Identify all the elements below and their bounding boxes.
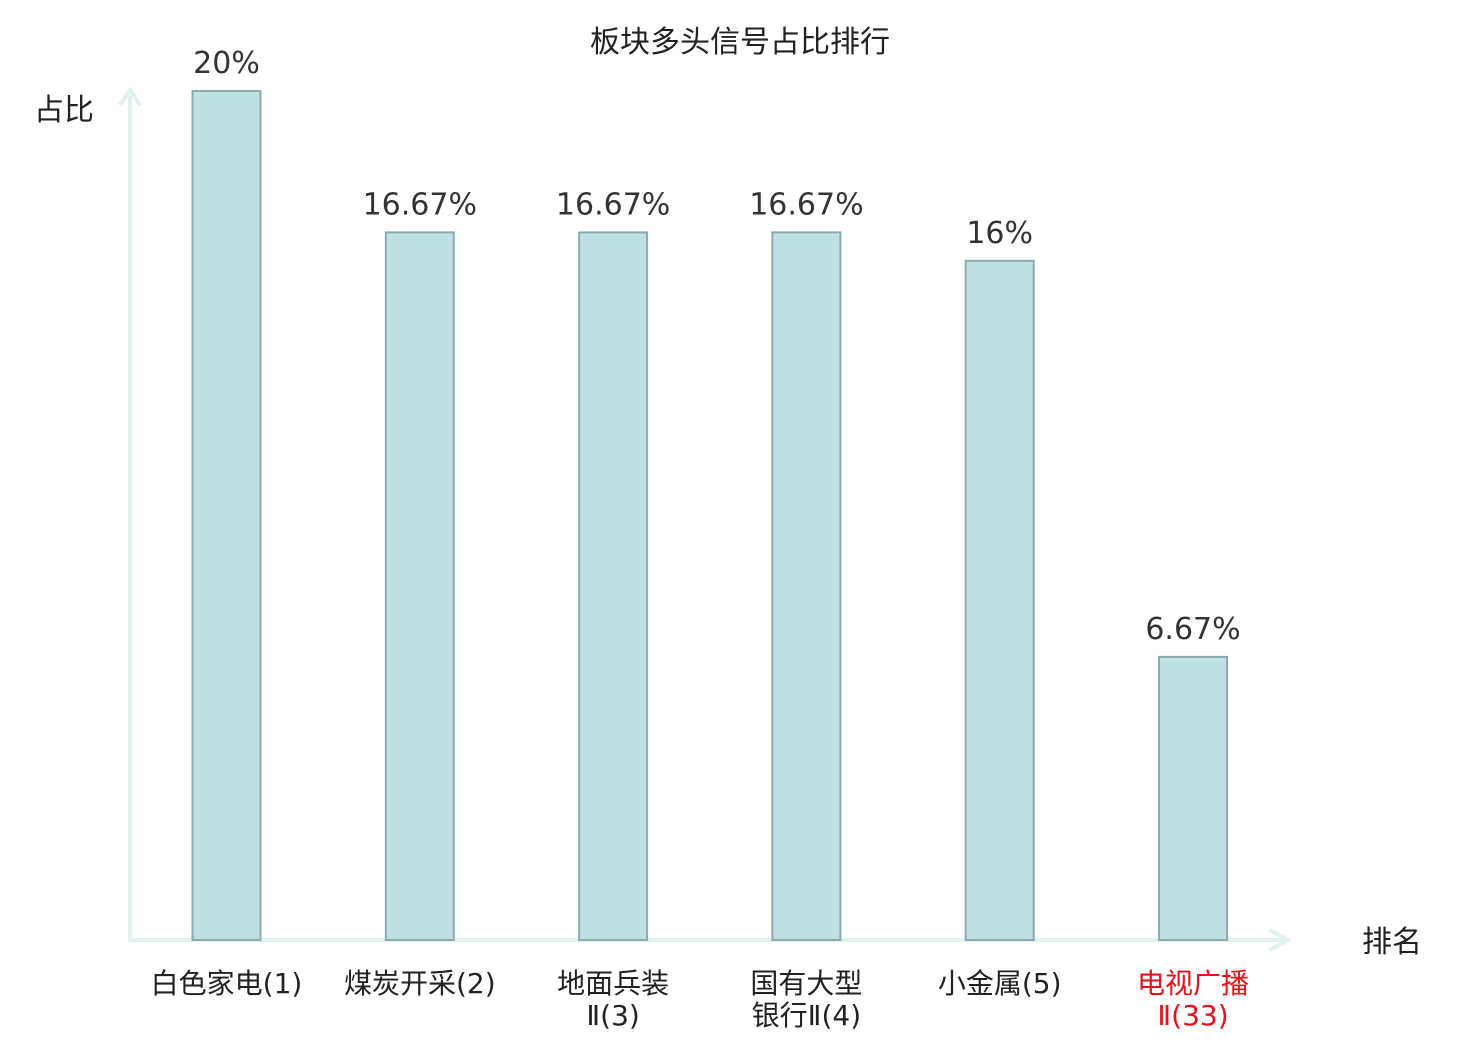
value-label-5: 16% xyxy=(966,216,1033,251)
axes xyxy=(118,86,1293,952)
bar-6 xyxy=(1158,655,1228,942)
x-tick-label-6-line-1: 电视广播 xyxy=(1137,967,1249,1000)
bar-4 xyxy=(771,231,842,941)
value-label-4: 16.67% xyxy=(749,187,863,222)
value-label-3: 16.67% xyxy=(556,187,670,222)
bar-2 xyxy=(384,231,455,941)
x-tick-label-5: 小金属(5) xyxy=(938,967,1062,1000)
value-labels-group: 20% 16.67% 16.67% 16.67% 16% 6.67% xyxy=(193,46,1241,647)
value-label-1: 20% xyxy=(193,46,260,81)
x-tick-label-3-line-1: 地面兵装 xyxy=(557,967,669,1000)
chart-title: 板块多头信号占比排行 xyxy=(590,25,890,60)
y-axis-arrow-icon xyxy=(118,86,142,107)
x-axis-label: 排名 xyxy=(1362,925,1422,960)
value-label-2: 16.67% xyxy=(363,187,477,222)
bars-group xyxy=(191,90,1228,942)
x-tick-label-6-line-2: Ⅱ(33) xyxy=(1157,999,1228,1032)
x-tick-label-1: 白色家电(1) xyxy=(151,967,303,1000)
x-tick-label-4-line-2: 银行Ⅱ(4) xyxy=(752,999,861,1032)
x-tick-label-2: 煤炭开采(2) xyxy=(344,967,496,1000)
x-tick-label-3-line-2: Ⅱ(3) xyxy=(586,999,639,1032)
bar-5 xyxy=(964,259,1035,941)
bar-1 xyxy=(191,90,262,941)
value-label-6: 6.67% xyxy=(1145,612,1240,647)
bar-3 xyxy=(578,231,649,941)
y-axis-label: 占比 xyxy=(34,93,94,128)
x-axis-arrow-icon xyxy=(1269,928,1293,952)
x-tick-label-4-line-1: 国有大型 xyxy=(750,967,862,1000)
